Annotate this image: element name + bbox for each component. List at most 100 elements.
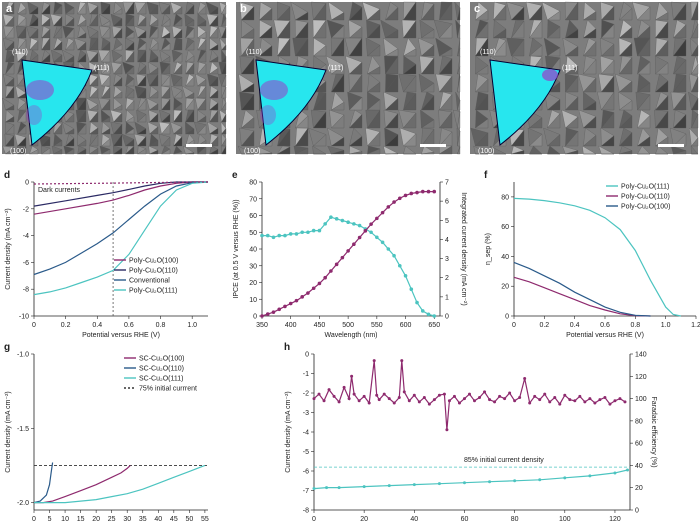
data-point	[334, 262, 339, 267]
data-point	[608, 402, 612, 406]
sem-grain	[439, 23, 453, 39]
x-tick-label: 20	[92, 516, 100, 523]
ipf-label-110: (110)	[12, 49, 28, 56]
y-tick-label: 80	[249, 180, 257, 187]
data-point	[260, 233, 264, 238]
sem-grain	[173, 151, 183, 155]
x-tick-label: 30	[123, 516, 131, 523]
sem-grain	[493, 40, 507, 57]
sem-grain	[655, 110, 669, 129]
sem-grain	[137, 128, 147, 135]
y-tick-label: 50	[249, 230, 257, 237]
data-point	[327, 388, 331, 392]
sem-grain	[101, 116, 111, 123]
sem-grain	[241, 57, 255, 75]
sem-grain	[385, 98, 399, 111]
data-point	[377, 398, 381, 402]
sem-grain	[41, 4, 51, 15]
sem-grain	[366, 8, 381, 21]
sem-image-panel-a: a (110) (111) (100)	[2, 1, 227, 155]
sem-grain	[209, 102, 219, 111]
data-point	[598, 398, 602, 402]
y-tick-label: 10	[249, 297, 257, 304]
x-tick-label: 15	[77, 516, 85, 523]
sem-grain	[185, 19, 195, 27]
data-point	[352, 242, 356, 247]
data-point	[432, 398, 436, 402]
sem-grain	[197, 115, 207, 123]
sem-grain	[89, 76, 99, 87]
sem-grain	[209, 27, 219, 39]
sem-grain	[209, 7, 219, 15]
series-line-2	[513, 261, 651, 317]
data-point	[558, 402, 562, 406]
data-point	[306, 291, 310, 295]
ipf-label-100: (100)	[244, 148, 260, 155]
sem-grain	[384, 48, 399, 57]
panel-letter: g	[4, 342, 10, 353]
sem-grain	[161, 56, 171, 63]
x-axis-label: Potential versus RHE (V)	[82, 332, 160, 339]
sem-grain	[149, 103, 159, 111]
sem-grain	[149, 140, 159, 147]
sem-grain	[313, 19, 327, 39]
sem-grain	[5, 124, 15, 135]
sem-grain	[241, 6, 255, 21]
x-tick-label: 1.2	[691, 322, 700, 329]
x-tick-label: 10	[61, 516, 69, 523]
panel-letter: e	[232, 170, 238, 181]
sem-grain	[137, 114, 147, 123]
sem-grain	[331, 149, 345, 155]
sem-grain	[17, 39, 27, 51]
sem-grain	[101, 66, 111, 75]
sem-grain	[5, 135, 15, 147]
sem-grain	[125, 15, 135, 27]
sem-grain	[125, 78, 135, 87]
data-point	[493, 400, 497, 404]
data-point	[357, 223, 362, 228]
y-tick-label: -8	[23, 287, 29, 294]
y-tick-label-right: 2	[445, 275, 449, 282]
sem-grain	[349, 37, 363, 57]
data-point	[568, 398, 572, 402]
series-line-0	[262, 216, 435, 317]
y-tick-label-right: 3	[445, 256, 449, 263]
data-point	[386, 247, 391, 251]
sem-grain	[565, 150, 579, 155]
x-tick-label: 0.6	[600, 322, 610, 329]
sem-grain	[149, 113, 159, 123]
data-point	[337, 486, 341, 490]
sem-grain	[366, 99, 381, 111]
sem-grain	[161, 75, 171, 87]
sem-grain	[89, 52, 99, 63]
y-tick-label-right: 0	[635, 508, 639, 515]
sem-grain	[241, 38, 255, 57]
y-axis-label: η_sep (%)	[485, 233, 492, 265]
sem-grain	[349, 6, 363, 21]
sem-image-panel-c: c (110) (111) (100)	[470, 1, 699, 155]
data-point	[382, 392, 386, 396]
legend-label: Poly-Cu₂O(111)	[129, 288, 177, 295]
sem-grain	[420, 82, 435, 93]
sem-grain	[277, 38, 291, 57]
ipf-label-111: (111)	[328, 65, 343, 72]
data-point	[300, 295, 304, 299]
x-tick-label: 50	[185, 516, 193, 523]
sem-grain	[113, 147, 123, 155]
sem-grain	[185, 109, 195, 123]
sem-grain	[173, 18, 183, 27]
sem-grain	[348, 136, 363, 147]
data-point	[478, 395, 482, 399]
sem-grain	[457, 76, 461, 93]
sem-grain	[149, 19, 159, 27]
data-point	[625, 468, 629, 472]
data-point	[311, 228, 316, 233]
series-line-0	[513, 197, 681, 317]
legend-label: Poly-Cu₂O(111)	[621, 184, 669, 191]
data-point	[277, 307, 282, 312]
sem-grain	[161, 86, 171, 99]
sem-grain	[601, 112, 615, 129]
sem-grain	[221, 56, 227, 63]
sem-grain	[29, 28, 39, 39]
